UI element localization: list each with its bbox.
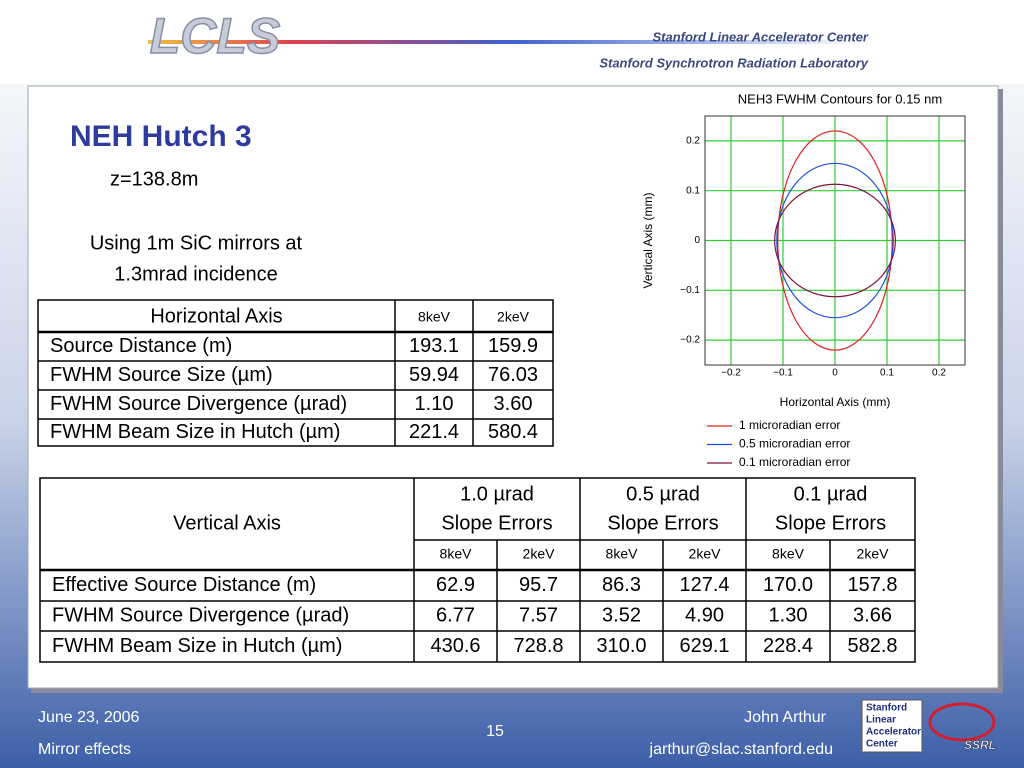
table-cell: 3.52 (602, 604, 641, 626)
org: Stanford Synchrotron Radiation Laborator… (599, 55, 868, 70)
table-cell: 170.0 (763, 574, 813, 596)
table-cell: 2keV (523, 546, 556, 562)
x-tick-label: 0.2 (932, 368, 946, 379)
slide-title: NEH Hutch 3 (70, 120, 252, 153)
ssrl-ring (928, 702, 996, 742)
contour (774, 183, 896, 298)
footer-email: jarthur@slac.stanford.edu (649, 741, 833, 758)
table-cell: FWHM Beam Size in Hutch (µm) (50, 421, 340, 443)
table-cell: 8keV (440, 546, 473, 562)
table-cell: 2keV (857, 546, 890, 562)
logo-text: Accelerator (866, 727, 921, 738)
y-tick-label: 0.1 (686, 185, 700, 196)
y-axis-label: Vertical Axis (mm) (641, 192, 655, 288)
table-cell: 0.5 µrad (626, 483, 700, 505)
table-cell: Effective Source Distance (m) (52, 574, 316, 596)
contour (777, 130, 893, 351)
table-cell: FWHM Source Divergence (µrad) (50, 393, 347, 415)
table-cell: 1.10 (415, 393, 454, 415)
x-tick-label: −0.2 (721, 368, 741, 379)
table-cell: 159.9 (488, 335, 538, 357)
table-cell: 3.60 (494, 393, 533, 415)
chart-title: NEH3 FWHM Contours for 0.15 nm (738, 91, 942, 106)
y-tick-label: 0.2 (686, 136, 700, 147)
table-cell: 7.57 (519, 604, 558, 626)
x-tick-label: 0.1 (880, 368, 894, 379)
table-cell: 728.8 (513, 635, 563, 657)
table-cell: 582.8 (847, 635, 897, 657)
y-tick-label: 0 (694, 235, 700, 246)
table-cell: 221.4 (409, 421, 459, 443)
table-cell: 629.1 (679, 635, 729, 657)
y-tick-label: −0.2 (680, 335, 700, 346)
table-cell: 59.94 (409, 364, 459, 386)
table-cell: 580.4 (488, 421, 538, 443)
table-cell: 127.4 (679, 574, 729, 596)
contour (776, 162, 894, 319)
logo: LCLS (150, 8, 281, 64)
legend-label: 0.5 microradian error (739, 437, 850, 451)
table-cell: 86.3 (602, 574, 641, 596)
table-cell: FWHM Beam Size in Hutch (µm) (52, 635, 342, 657)
plot-frame (704, 115, 966, 366)
table-cell: 62.9 (436, 574, 475, 596)
table-cell: 8keV (772, 546, 805, 562)
table-cell: 1.30 (769, 604, 808, 626)
table-cell: Slope Errors (775, 512, 886, 534)
ssrl: SSRL (964, 738, 996, 752)
logo-text: Linear (866, 715, 896, 726)
table-cell: 0.1 µrad (794, 483, 868, 505)
slide-body (27, 85, 999, 689)
y-tick-label: −0.1 (680, 285, 700, 296)
table-cell: 6.77 (436, 604, 475, 626)
x-tick-label: 0 (832, 368, 838, 379)
logo-text: Stanford (866, 703, 907, 714)
table-cell: 76.03 (488, 364, 538, 386)
table-cell: Slope Errors (607, 512, 718, 534)
x-axis-label: Horizontal Axis (mm) (780, 395, 891, 409)
table-cell: Source Distance (m) (50, 335, 232, 357)
footer-topic: Mirror effects (38, 741, 131, 758)
table-cell: 228.4 (763, 635, 813, 657)
footer-date: June 23, 2006 (38, 709, 140, 726)
table-cell: 8keV (606, 546, 639, 562)
logo-text: Center (866, 739, 898, 750)
table-cell: 2keV (689, 546, 722, 562)
x-tick-label: −0.1 (773, 368, 793, 379)
table-cell: 157.8 (847, 574, 897, 596)
table-cell: 2keV (497, 309, 530, 325)
table-cell: 95.7 (519, 574, 558, 596)
table-cell: 3.66 (853, 604, 892, 626)
table-cell: 310.0 (596, 635, 646, 657)
table-cell: 430.6 (430, 635, 480, 657)
legend-label: 1 microradian error (739, 418, 840, 432)
text: Using 1m SiC mirrors at (90, 232, 303, 254)
table-cell: FWHM Source Divergence (µrad) (52, 604, 349, 626)
slac-logo (861, 699, 923, 753)
table-cell: 8keV (418, 309, 451, 325)
footer-author: John Arthur (744, 709, 827, 726)
org: Stanford Linear Accelerator Center (652, 29, 868, 44)
header-rule (148, 40, 868, 44)
table-cell: 193.1 (409, 335, 459, 357)
table (37, 299, 554, 447)
table-cell: Slope Errors (441, 512, 552, 534)
table-cell: 1.0 µrad (460, 483, 534, 505)
table-cell: Vertical Axis (173, 512, 281, 534)
text: z=138.8m (110, 168, 198, 190)
page-number: 15 (486, 723, 504, 740)
table-cell: Horizontal Axis (150, 305, 282, 327)
legend-label: 0.1 microradian error (739, 455, 850, 469)
text: 1.3mrad incidence (114, 263, 277, 285)
table-cell: 4.90 (685, 604, 724, 626)
table-cell: FWHM Source Size (µm) (50, 364, 273, 386)
